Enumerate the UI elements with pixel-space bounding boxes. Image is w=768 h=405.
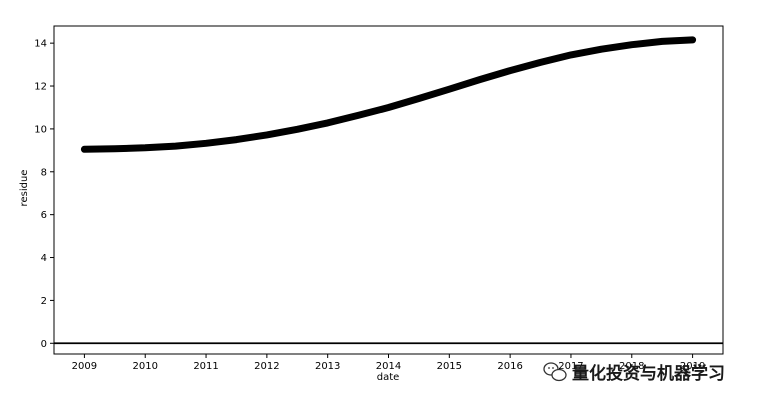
plot-area — [53, 25, 724, 355]
x-tick-label: 2010 — [133, 361, 158, 372]
y-axis: 0 2 4 6 8 10 12 14 — [34, 39, 54, 350]
y-axis-label: residue — [19, 170, 30, 207]
plot-frame — [53, 25, 724, 355]
x-tick-label: 2013 — [315, 361, 340, 372]
y-tick-label: 2 — [41, 296, 47, 307]
x-tick-label: 2016 — [497, 361, 522, 372]
x-tick-label: 2012 — [254, 361, 279, 372]
x-axis-label: date — [377, 372, 400, 383]
y-tick-label: 4 — [41, 253, 47, 264]
x-axis: 2009 2010 2011 2012 2013 2014 2015 2016 2017 2018… — [72, 354, 705, 372]
x-tick-label: 2011 — [193, 361, 218, 372]
y-tick-label: 8 — [41, 167, 47, 178]
x-tick-label: 2018 — [619, 361, 644, 372]
y-tick-label: 0 — [41, 339, 47, 350]
y-tick-label: 10 — [34, 124, 47, 135]
x-tick-label: 2009 — [72, 361, 97, 372]
x-tick-label: 2014 — [376, 361, 401, 372]
x-tick-label: 2019 — [680, 361, 705, 372]
x-tick-label: 2015 — [437, 361, 462, 372]
series-line-0 — [80, 36, 697, 153]
watermark: 量化投资与机器学习 — [543, 362, 725, 384]
wechat-icon — [543, 362, 567, 382]
y-tick-label: 14 — [34, 39, 47, 50]
y-tick-label: 6 — [41, 210, 47, 221]
y-tick-label: 12 — [34, 82, 47, 93]
watermark-text: 量化投资与机器学习 — [572, 363, 725, 384]
x-tick-label: 2017 — [558, 361, 583, 372]
